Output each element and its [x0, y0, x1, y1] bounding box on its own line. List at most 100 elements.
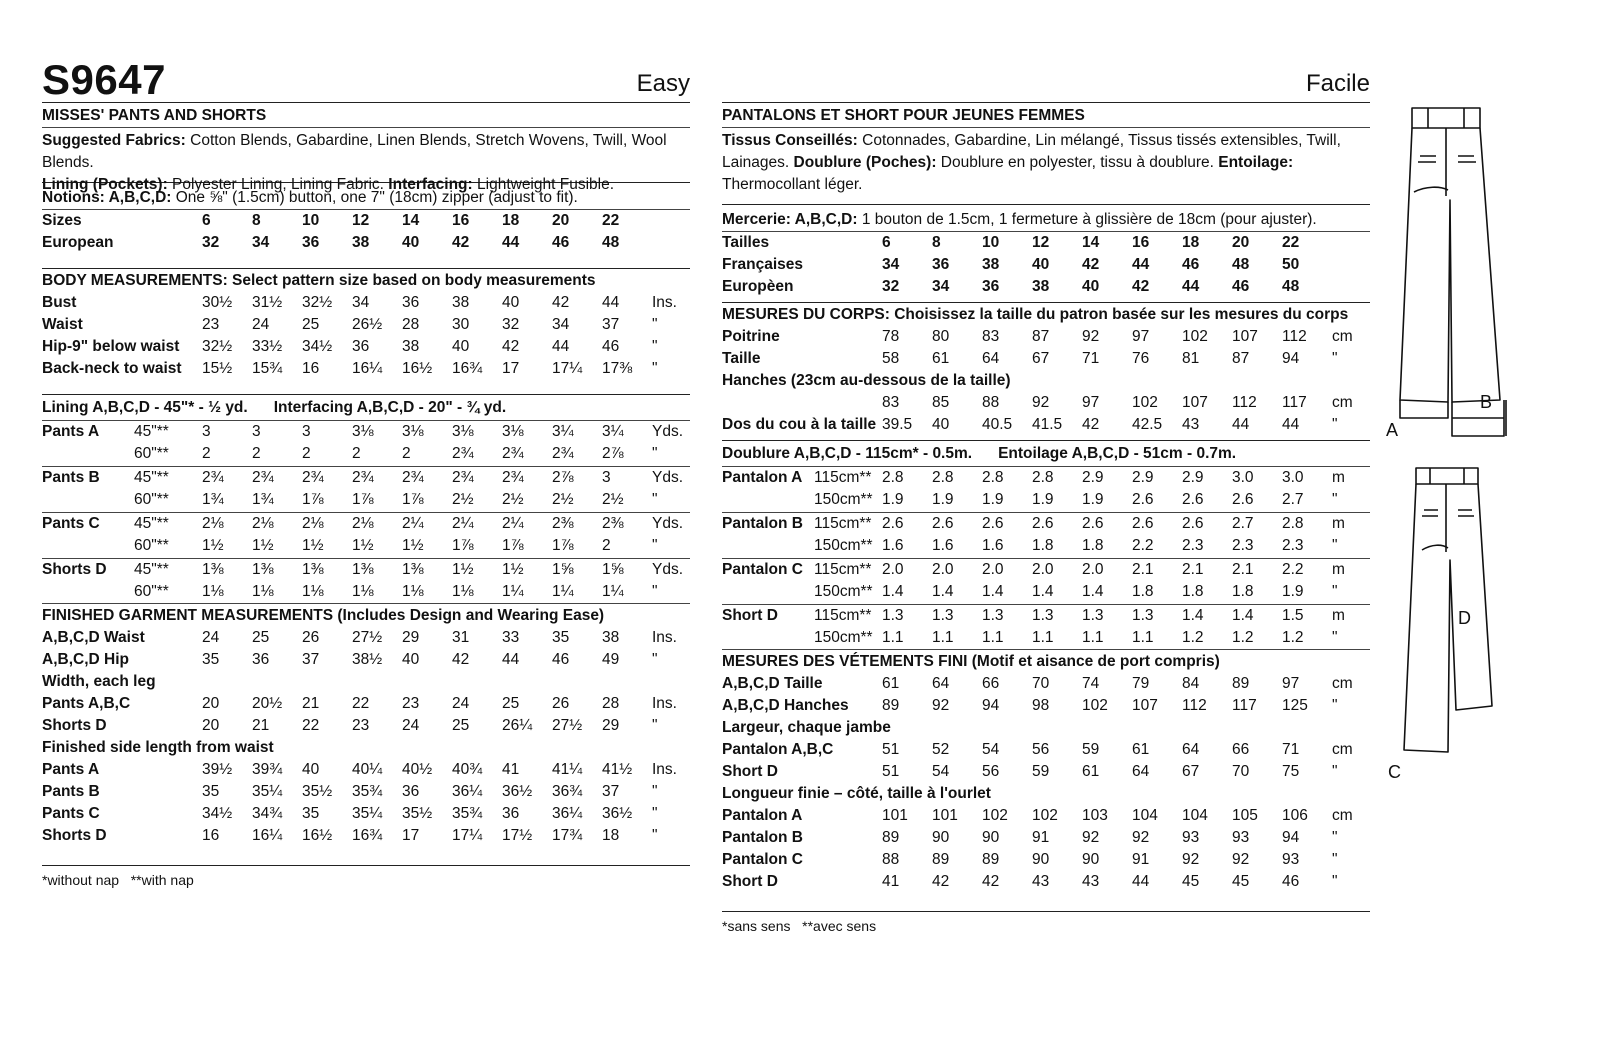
yardage-cell: 2.0 [1032, 561, 1054, 578]
yardage-group-table: Pantalon C 115cm** 2.0 2.0 2.0 2.0 2.0 2.1 2.1 2.… [722, 558, 1370, 603]
finished-cell: 56 [1032, 741, 1050, 758]
pants-ab-drawing [1399, 107, 1507, 437]
finished-unit: Ins. [652, 761, 677, 778]
finished-cell: 35¼ [252, 783, 283, 800]
yardage-cell: 2.6 [1182, 491, 1204, 508]
finished-cell: 24 [452, 695, 470, 712]
lining-yardage: Doublure A,B,C,D - 115cm* - 0.5m. [722, 445, 973, 462]
yardage-cell: 1⅛ [202, 583, 224, 600]
body-cell: 42 [552, 294, 570, 311]
pattern-number: S9647 [42, 56, 166, 103]
finished-cell: 41 [502, 761, 520, 778]
fabrics-text: Cotton Blends, Gabardine, Linen Blends, … [42, 132, 667, 171]
body-cell: 46 [602, 338, 620, 355]
yardage-empty [42, 581, 134, 603]
body-cell: 28 [402, 316, 420, 333]
finished-row: A,B,C,D Taille 61 64 66 70 74 79 84 89 97 cm [722, 673, 1370, 695]
sizes-row-label: Europèen [722, 278, 794, 295]
body-cell: 31½ [252, 294, 283, 311]
yardage-cell: 1.3 [1032, 607, 1054, 624]
body-row-label: Bust [42, 294, 77, 311]
size-cell: 44 [1132, 256, 1150, 273]
finished-cell: 27½ [352, 629, 383, 646]
interfacing-text: Lightweight Fusible. [472, 176, 615, 193]
sizes-row: Sizes 6 8 10 12 14 16 18 20 22 [42, 210, 690, 233]
body-cell: 16½ [402, 360, 433, 377]
finished-cell: 54 [982, 741, 1000, 758]
body-unit: " [1332, 416, 1338, 433]
body-unit: " [652, 316, 658, 333]
size-cell: 46 [1182, 256, 1200, 273]
body-cell: 97 [1132, 328, 1150, 345]
yardage-cell: 1.4 [1082, 583, 1104, 600]
sizes-table: Tailles 6 8 10 12 14 16 18 20 22 Françaises 34 36 38 4… [722, 231, 1370, 298]
pattern-header: S9647 Easy [42, 50, 690, 103]
finished-cell: 38½ [352, 651, 383, 668]
size-cell: 8 [932, 234, 941, 251]
finished-cell: 21 [252, 717, 270, 734]
finished-cell: 20½ [252, 695, 283, 712]
finished-cell: 36 [252, 651, 270, 668]
yardage-cell: 1⅛ [302, 583, 324, 600]
size-cell: 8 [252, 212, 261, 229]
size-cell: 50 [1282, 256, 1300, 273]
finished-cell: 46 [1282, 873, 1300, 890]
body-cell: 16 [302, 360, 320, 377]
body-cell: 34½ [302, 338, 333, 355]
yardage-cell: 2 [352, 445, 361, 462]
french-panel: Facile PANTALONS ET SHORT POUR JEUNES FEM… [722, 50, 1370, 936]
yardage-unit: Yds. [652, 515, 684, 532]
finished-cell: 24 [402, 717, 420, 734]
body-cell: 112 [1232, 394, 1257, 411]
finished-cell: 17 [402, 827, 420, 844]
finished-spacer [722, 893, 1370, 911]
finished-cell: 92 [1082, 829, 1100, 846]
finished-cell: 101 [932, 807, 958, 824]
finished-cell: 112 [1182, 697, 1207, 714]
yardage-cell: 2¾ [452, 445, 474, 462]
yardage-cell: 1¼ [552, 583, 574, 600]
size-cell: 46 [552, 234, 570, 251]
finished-cell: 20 [202, 717, 220, 734]
yardage-cell: 1.1 [1082, 629, 1104, 646]
yardage-cell: 2¼ [402, 515, 424, 532]
yardage-cell: 2¾ [452, 469, 474, 486]
size-cell: 38 [352, 234, 370, 251]
yardage-cell: 1.9 [982, 491, 1004, 508]
yardage-cell: 2⅛ [352, 515, 374, 532]
finished-row-label: Pants B [42, 783, 100, 800]
yardage-cell: 2.9 [1082, 469, 1104, 486]
finished-cell: 92 [932, 697, 950, 714]
yardage-cell: 2.1 [1232, 561, 1254, 578]
finished-cell: 93 [1282, 851, 1300, 868]
body-cell: 15½ [202, 360, 233, 377]
yardage-cell: 2⅜ [552, 515, 574, 532]
fabric-width: 60"** [134, 537, 169, 554]
finished-cell: 31 [452, 629, 470, 646]
yardage-cell: 1.6 [982, 537, 1004, 554]
unit-cell [1332, 254, 1370, 276]
body-row: Hip-9" below waist 32½ 33½ 34½ 36 38 40 42 44 46 " [42, 336, 690, 358]
size-cell: 38 [982, 256, 1000, 273]
yardage-cell: 1⅞ [302, 491, 324, 508]
yardage-cell: 2.6 [1182, 515, 1204, 532]
yardage-cell: 2¾ [252, 469, 274, 486]
finished-cell: 42 [932, 873, 950, 890]
pants-cd-drawing [1403, 467, 1493, 753]
yardage-cell: 1.8 [1182, 583, 1204, 600]
yardage-empty [722, 627, 814, 649]
body-cell: 107 [1182, 394, 1208, 411]
yardage-unit: " [652, 583, 658, 600]
yardage-cell: 3.0 [1232, 469, 1254, 486]
yardage-empty [42, 535, 134, 557]
yardage-row: Pantalon B 115cm** 2.6 2.6 2.6 2.6 2.6 2.6 2.6 2.… [722, 513, 1370, 536]
body-cell: 78 [882, 328, 900, 345]
yardage-cell: 3⅛ [402, 423, 424, 440]
yardage-row: Pantalon A 115cm** 2.8 2.8 2.8 2.8 2.9 2.9 2.9 3.… [722, 467, 1370, 490]
size-cell: 20 [1232, 234, 1250, 251]
size-cell: 10 [302, 212, 320, 229]
yardage-cell: 1.3 [882, 607, 904, 624]
finished-cell: 18 [602, 827, 620, 844]
body-row-label: Hip-9" below waist [42, 338, 180, 355]
yardage-cell: 1.4 [1182, 607, 1204, 624]
